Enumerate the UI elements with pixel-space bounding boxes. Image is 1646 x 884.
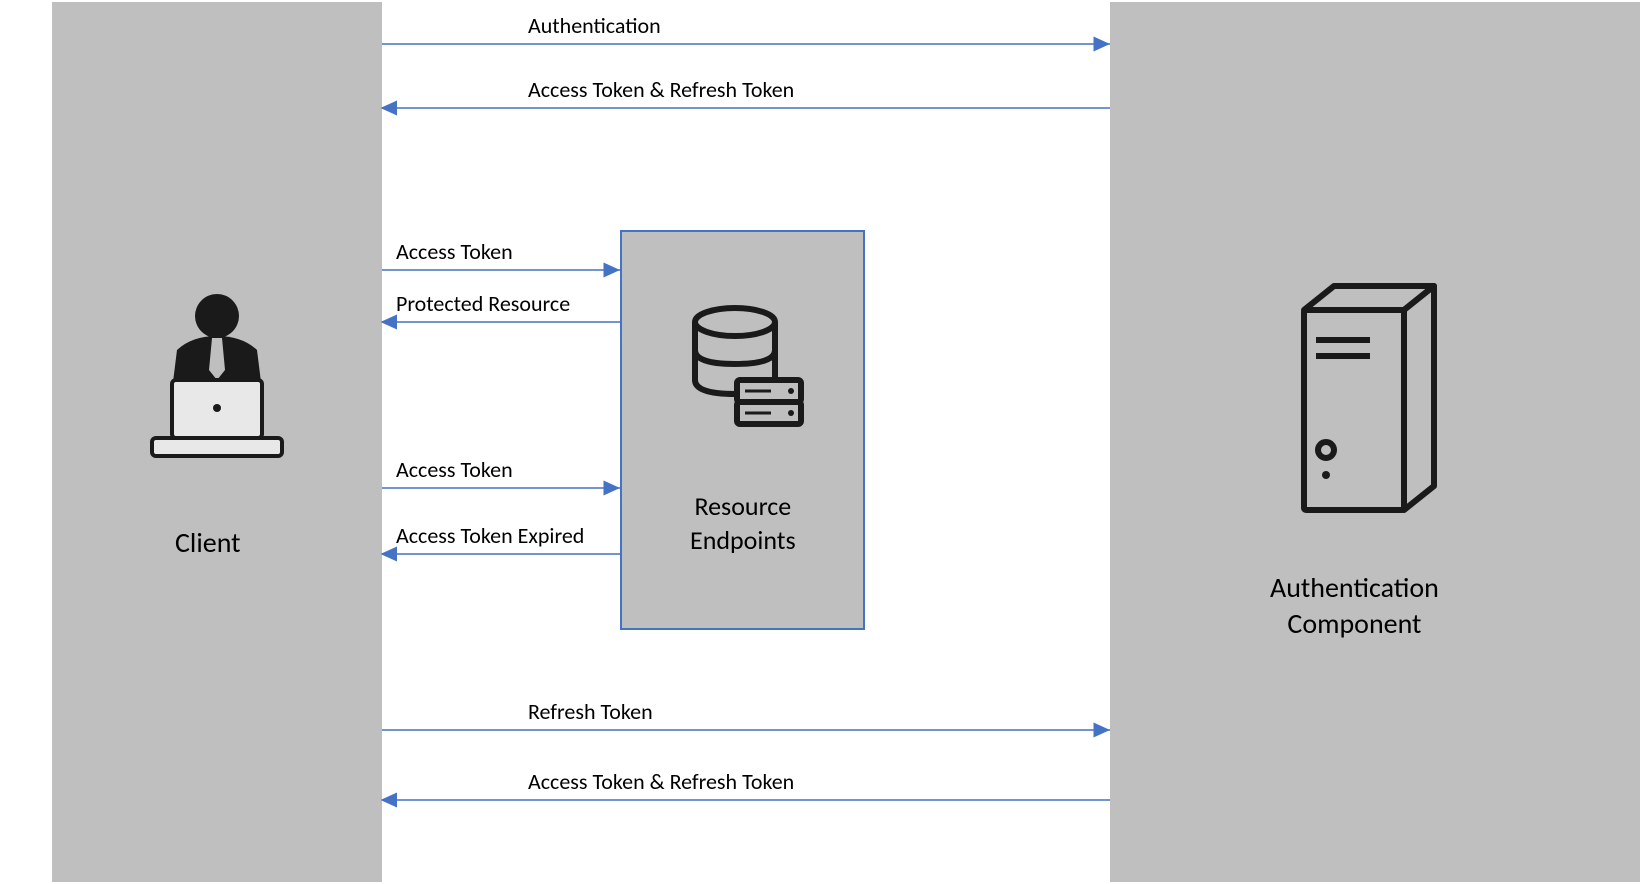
auth-title-line1: Authentication — [1270, 570, 1439, 606]
server-tower-icon — [1290, 280, 1450, 520]
client-user-icon — [132, 280, 302, 470]
arrow-label: Access Token Expired — [396, 522, 584, 549]
arrow-label: Access Token & Refresh Token — [528, 768, 794, 795]
arrow-label: Access Token & Refresh Token — [528, 76, 794, 103]
arrow-label: Protected Resource — [396, 290, 570, 317]
arrow-label: Access Token — [396, 238, 513, 265]
resource-title: Resource Endpoints — [690, 490, 796, 558]
auth-title-line2: Component — [1270, 606, 1439, 642]
client-title: Client — [175, 525, 241, 561]
auth-title: Authentication Component — [1270, 570, 1439, 643]
database-icon — [675, 300, 815, 440]
arrow-label: Access Token — [396, 456, 513, 483]
resource-title-line1: Resource — [690, 490, 796, 524]
arrow-label: Authentication — [528, 12, 661, 39]
arrow-label: Refresh Token — [528, 698, 653, 725]
resource-title-line2: Endpoints — [690, 524, 796, 558]
